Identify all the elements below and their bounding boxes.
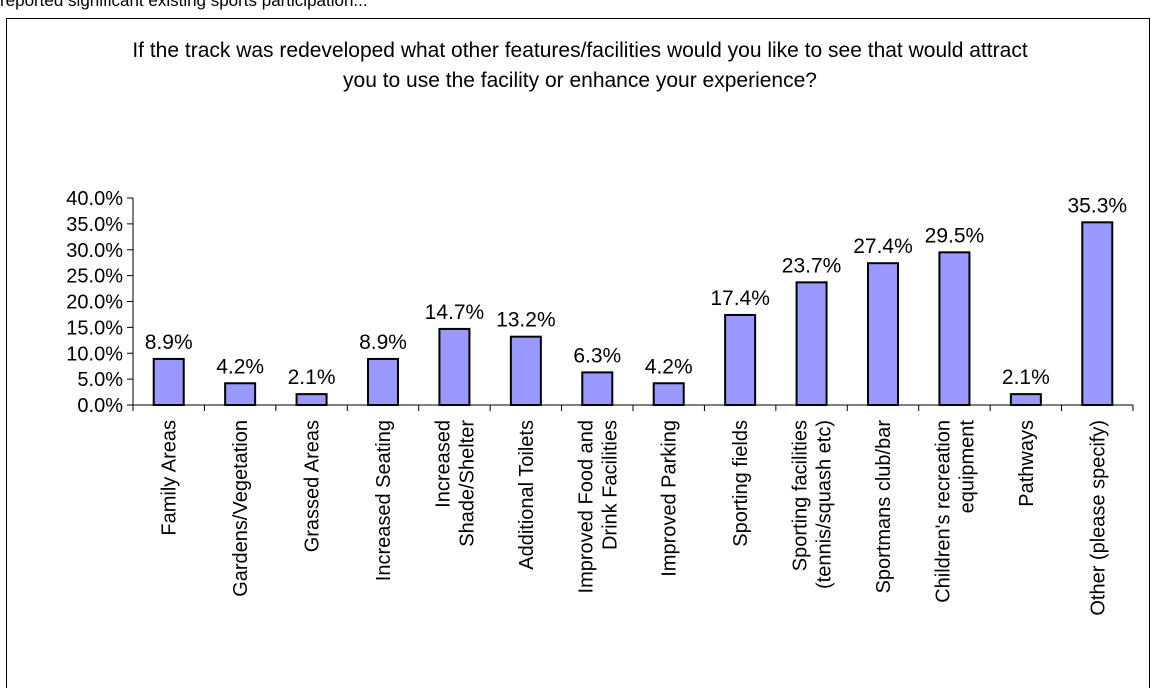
data-label: 13.2% xyxy=(496,309,556,332)
y-tick-label: 20.0% xyxy=(66,292,123,314)
category-label: equipment xyxy=(956,420,978,514)
y-tick-label: 35.0% xyxy=(66,214,123,236)
data-label: 35.3% xyxy=(1068,194,1128,217)
category-label: Sporting facilities xyxy=(790,420,812,571)
bar xyxy=(652,382,685,407)
chart-frame xyxy=(6,18,1150,688)
category-label: Drink Facilities xyxy=(599,420,621,550)
y-tick-label: 25.0% xyxy=(66,266,123,288)
bar xyxy=(938,251,971,406)
data-label: 4.2% xyxy=(216,355,264,378)
bar xyxy=(795,281,828,407)
category-label: Gardens/Vegetation xyxy=(230,420,252,597)
bar xyxy=(152,357,185,407)
bar xyxy=(367,357,399,407)
y-tick-label: 40.0% xyxy=(66,188,123,210)
bar xyxy=(224,382,257,407)
category-label: Shade/Shelter xyxy=(456,420,478,547)
category-label: Sporting fields xyxy=(730,420,752,547)
category-label: Family Areas xyxy=(159,420,181,536)
category-label: Improved Parking xyxy=(659,420,681,577)
data-label: 23.7% xyxy=(782,254,842,277)
bar xyxy=(1081,221,1114,406)
data-label: 27.4% xyxy=(853,235,913,258)
category-label: Additional Toilets xyxy=(516,420,538,570)
data-label: 8.9% xyxy=(145,331,193,354)
category-label: Other (please specify) xyxy=(1087,420,1109,616)
category-label: Sportmans club/bar xyxy=(873,420,895,594)
bar xyxy=(724,313,757,406)
data-label: 2.1% xyxy=(288,366,336,389)
y-tick-label: 0.0% xyxy=(77,395,123,417)
y-tick-label: 15.0% xyxy=(66,317,123,339)
chart-title: If the track was redeveloped what other … xyxy=(132,39,1028,92)
category-label: Improved Food and xyxy=(575,420,597,593)
bar xyxy=(438,327,471,406)
bar xyxy=(295,393,328,407)
data-label: 14.7% xyxy=(425,301,485,324)
y-tick-label: 5.0% xyxy=(77,369,123,391)
cropped-header-text: reported significant existing sports par… xyxy=(0,0,368,10)
category-label: Children's recreation xyxy=(932,420,954,603)
y-tick-label: 10.0% xyxy=(66,343,123,365)
bar xyxy=(581,371,614,406)
bar xyxy=(867,262,899,406)
bar xyxy=(1009,393,1042,407)
category-label: (tennis/squash etc) xyxy=(814,420,836,589)
category-label: Pathways xyxy=(1016,420,1038,507)
category-label: Increased xyxy=(432,420,454,508)
data-label: 8.9% xyxy=(359,331,407,354)
category-label: Grassed Areas xyxy=(302,420,324,552)
data-label: 2.1% xyxy=(1002,366,1050,389)
category-label: Increased Seating xyxy=(373,420,395,581)
y-tick-label: 30.0% xyxy=(66,240,123,262)
data-label: 29.5% xyxy=(925,224,985,247)
cropped-header-strip: reported significant existing sports par… xyxy=(0,0,1151,18)
data-label: 17.4% xyxy=(710,287,770,310)
bar xyxy=(509,335,542,406)
data-label: 4.2% xyxy=(645,355,693,378)
data-label: 6.3% xyxy=(573,344,621,367)
